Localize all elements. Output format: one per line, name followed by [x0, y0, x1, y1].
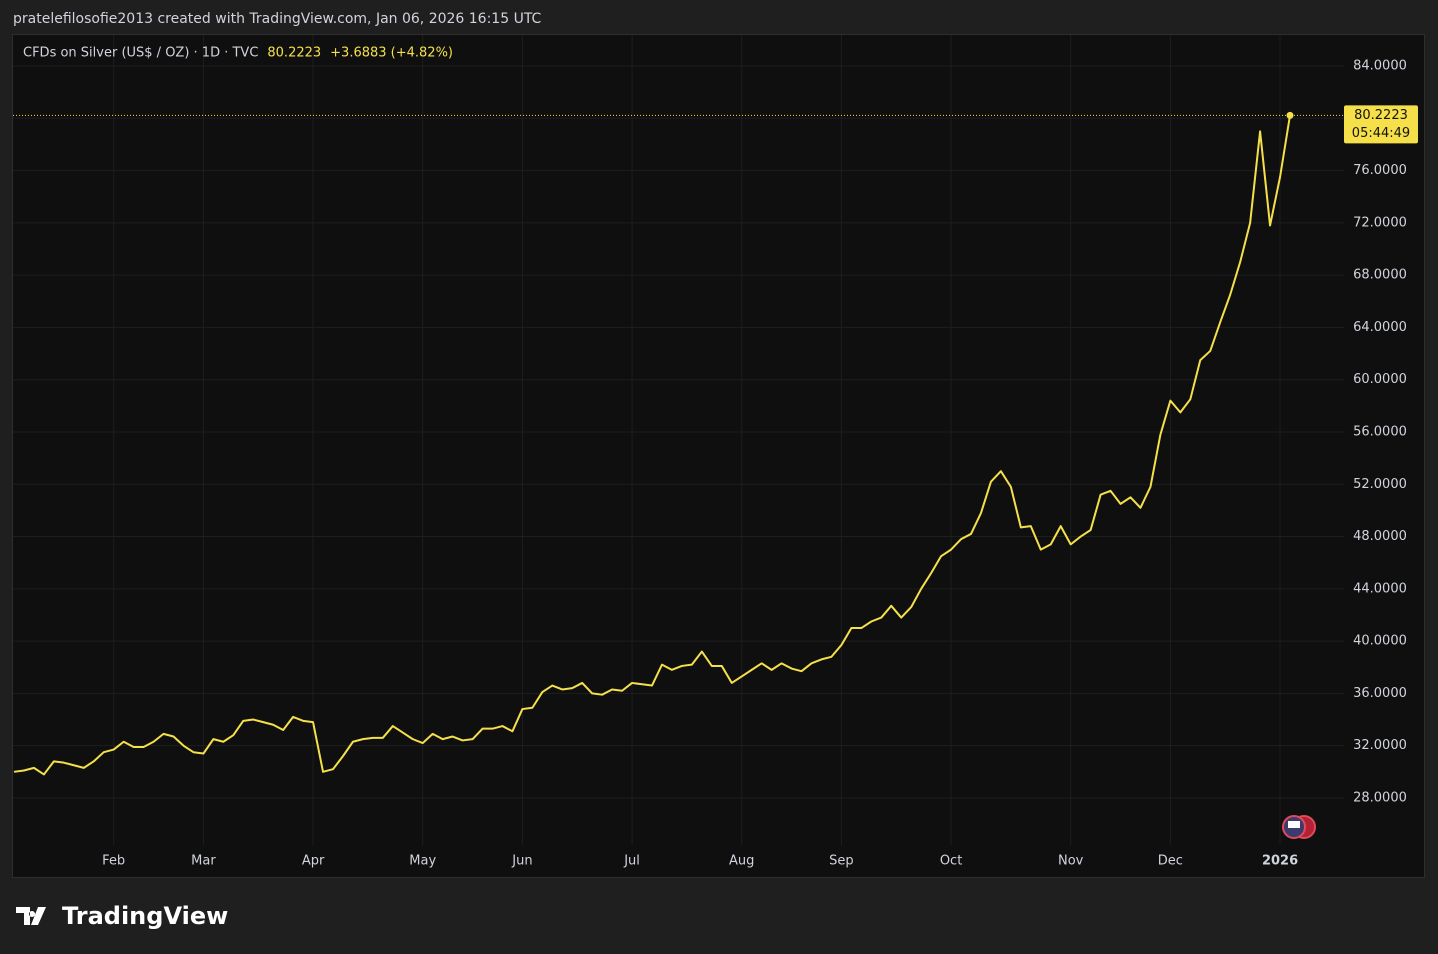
x-tick-label: May — [409, 854, 436, 869]
y-tick-label: 32.0000 — [1353, 738, 1407, 753]
x-tick-label: Dec — [1158, 854, 1183, 869]
x-tick-label: Aug — [729, 854, 754, 869]
event-flags — [1282, 815, 1316, 839]
brand: TradingView — [62, 902, 228, 930]
chart-title: CFDs on Silver (US$ / OZ) · 1D · TVC — [23, 46, 258, 61]
y-tick-label: 52.0000 — [1353, 477, 1407, 492]
y-tick-label: 40.0000 — [1353, 634, 1407, 649]
last-price: 80.2223 — [267, 46, 321, 61]
y-tick-label: 28.0000 — [1353, 790, 1407, 805]
y-tick-label: 56.0000 — [1353, 424, 1407, 439]
plot: 80.2223 05:44:49 — [13, 105, 1418, 776]
y-tick-label: 84.0000 — [1353, 59, 1407, 74]
x-tick-label: Jun — [511, 854, 532, 869]
brand-logo: TradingView — [16, 902, 228, 930]
flag-stripes — [1288, 821, 1300, 828]
credit: pratelefilosofie2013 created with Tradin… — [13, 11, 542, 27]
y-tick-label: 44.0000 — [1353, 581, 1407, 596]
y-tick-label: 68.0000 — [1353, 268, 1407, 283]
x-tick-label: 2026 — [1262, 854, 1298, 869]
chart-panel — [12, 34, 1425, 878]
price-badge — [1344, 105, 1418, 144]
x-tick-label: Oct — [940, 854, 962, 869]
last-point — [1286, 111, 1294, 119]
y-tick-label: 76.0000 — [1353, 163, 1407, 178]
y-tick-label: 48.0000 — [1353, 529, 1407, 544]
y-tick-label: 72.0000 — [1353, 215, 1407, 230]
y-tick-label: 64.0000 — [1353, 320, 1407, 335]
price-change: +3.6883 (+4.82%) — [330, 46, 453, 61]
x-tick-label: Sep — [829, 854, 854, 869]
price-badge-countdown: 05:44:49 — [1352, 126, 1410, 141]
x-tick-label: Mar — [191, 854, 216, 869]
logo-icon — [16, 907, 46, 925]
x-tick-label: Jul — [623, 854, 640, 869]
x-tick-label: Feb — [102, 854, 125, 869]
price-badge-value: 80.2223 — [1354, 108, 1408, 123]
x-tick-label: Apr — [302, 854, 325, 869]
price-line — [13, 115, 1291, 776]
x-tick-label: Nov — [1058, 854, 1084, 869]
y-tick-label: 36.0000 — [1353, 686, 1407, 701]
y-tick-label: 60.0000 — [1353, 372, 1407, 387]
